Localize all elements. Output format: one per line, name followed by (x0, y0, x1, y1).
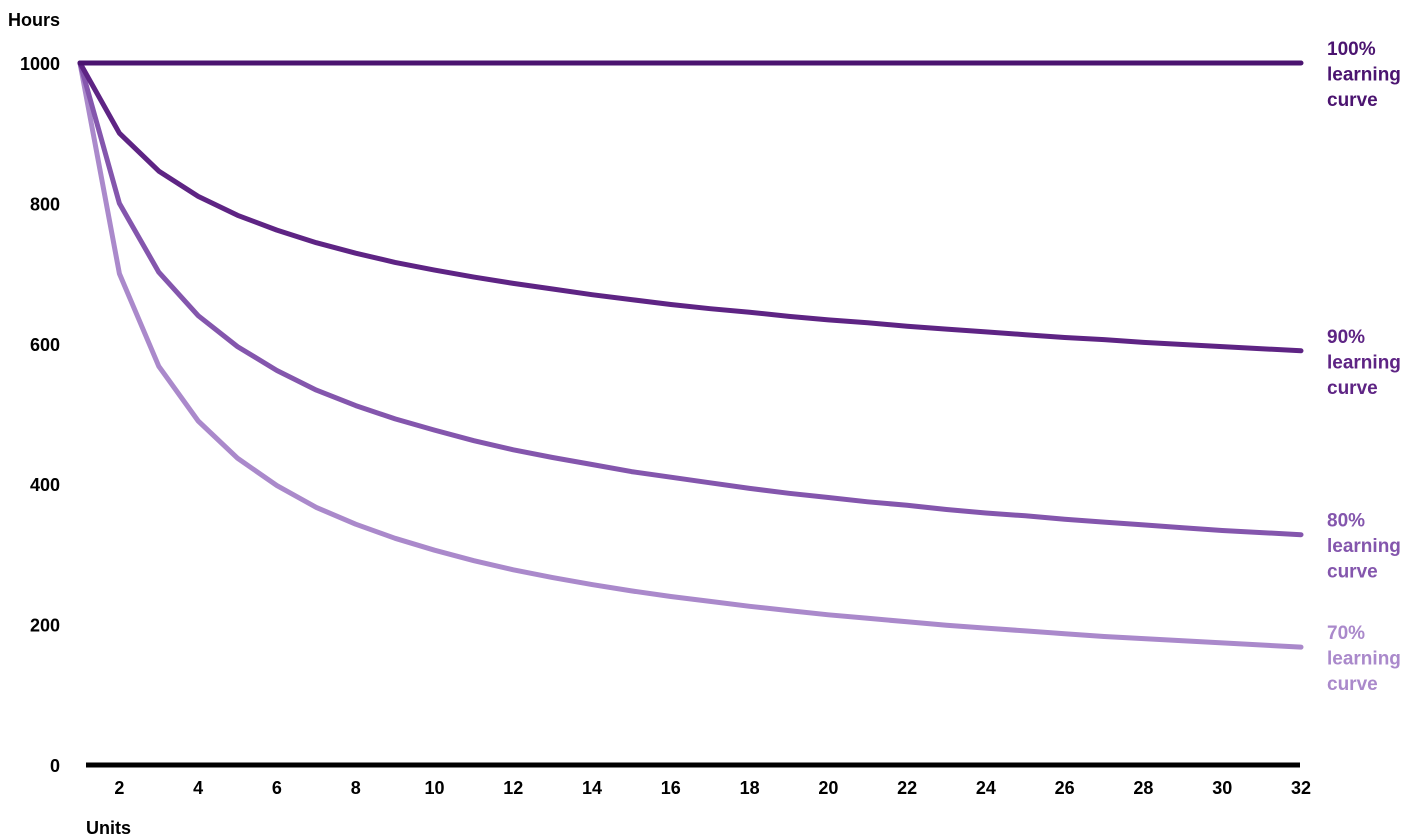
series-label: 100% learning curve (1327, 39, 1401, 111)
x-tick-label: 28 (1133, 778, 1153, 798)
x-tick-label: 12 (503, 778, 523, 798)
x-tick-label: 22 (897, 778, 917, 798)
x-tick-label: 32 (1291, 778, 1311, 798)
series-line (77, 60, 1304, 538)
y-tick-label: 400 (30, 475, 60, 495)
x-tick-label: 6 (272, 778, 282, 798)
series-labels: 100% learning curve 90% learning curve 80% lear… (1327, 39, 1401, 695)
series-lines (77, 60, 1304, 650)
series-line (77, 60, 1304, 354)
series-label: 80% learning curve (1327, 511, 1401, 583)
x-axis-ticks: 2 4 6 8 10 12 14 16 18 20 22 24 26 28 30 32 (114, 778, 1311, 798)
x-tick-label: 20 (818, 778, 838, 798)
y-axis-title: Hours (8, 10, 60, 30)
series-line (77, 60, 1304, 650)
y-tick-label: 200 (30, 616, 60, 636)
x-tick-label: 18 (740, 778, 760, 798)
series-label: 90% learning curve (1327, 327, 1401, 399)
x-tick-label: 4 (193, 778, 203, 798)
series-label: 70% learning curve (1327, 623, 1401, 695)
y-tick-label: 0 (50, 756, 60, 776)
x-tick-label: 8 (351, 778, 361, 798)
x-tick-label: 26 (1055, 778, 1075, 798)
x-tick-label: 16 (661, 778, 681, 798)
x-tick-label: 2 (114, 778, 124, 798)
y-axis-ticks: 0 200 400 600 800 1000 (20, 54, 60, 776)
y-tick-label: 600 (30, 335, 60, 355)
x-tick-label: 30 (1212, 778, 1232, 798)
y-tick-label: 1000 (20, 54, 60, 74)
x-tick-label: 24 (976, 778, 996, 798)
x-tick-label: 10 (424, 778, 444, 798)
x-axis-title: Units (86, 818, 131, 837)
x-tick-label: 14 (582, 778, 602, 798)
y-tick-label: 800 (30, 194, 60, 214)
